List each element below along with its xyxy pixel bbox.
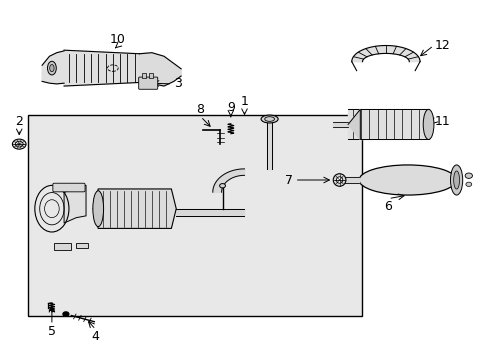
Ellipse shape [422,109,433,139]
Ellipse shape [449,165,462,195]
Text: 10: 10 [110,32,125,45]
Polygon shape [93,189,176,228]
Bar [149,73,153,78]
Ellipse shape [453,171,459,189]
Ellipse shape [261,115,278,123]
Polygon shape [140,81,168,86]
Ellipse shape [465,182,471,186]
Text: 11: 11 [434,116,449,129]
Polygon shape [64,185,86,223]
Circle shape [63,312,69,316]
Polygon shape [212,169,244,192]
Ellipse shape [50,64,54,72]
Ellipse shape [93,191,103,226]
FancyBboxPatch shape [139,77,158,89]
FancyBboxPatch shape [53,183,85,192]
Text: 3: 3 [173,77,182,90]
Polygon shape [351,45,419,62]
Text: 4: 4 [92,330,100,343]
Polygon shape [140,53,181,86]
Text: 6: 6 [384,200,391,213]
Ellipse shape [47,61,56,75]
Bar [76,243,88,248]
Polygon shape [42,51,64,84]
Ellipse shape [332,174,345,186]
Text: 5: 5 [48,325,56,338]
Ellipse shape [15,141,23,147]
Text: 12: 12 [434,39,449,52]
Polygon shape [347,109,360,139]
Ellipse shape [12,139,26,149]
Polygon shape [140,53,168,65]
Ellipse shape [464,173,471,179]
Polygon shape [64,50,140,86]
Polygon shape [347,109,427,139]
Text: 8: 8 [196,103,204,116]
Text: 1: 1 [240,95,248,108]
Bar [54,243,71,250]
Bar [142,73,146,78]
Text: 9: 9 [226,101,234,114]
Text: 2: 2 [15,115,23,128]
Ellipse shape [219,184,225,188]
Ellipse shape [336,177,342,183]
FancyBboxPatch shape [27,116,361,316]
Ellipse shape [358,165,456,195]
Text: 7: 7 [285,174,293,186]
